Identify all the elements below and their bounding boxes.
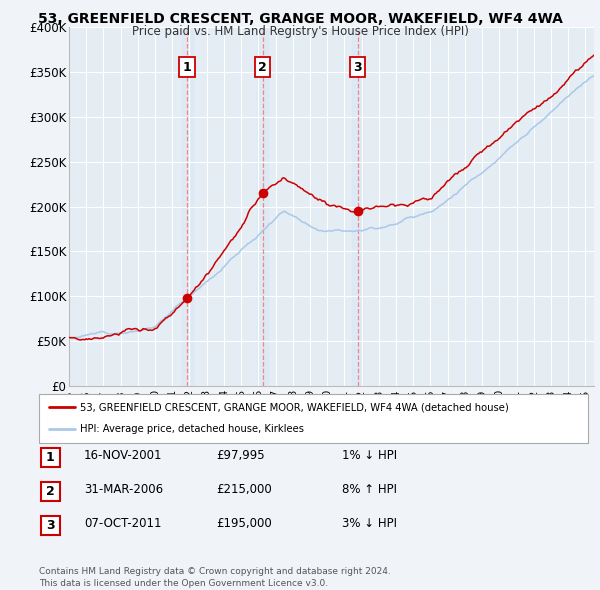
Text: 1: 1 [46,451,55,464]
Text: 53, GREENFIELD CRESCENT, GRANGE MOOR, WAKEFIELD, WF4 4WA (detached house): 53, GREENFIELD CRESCENT, GRANGE MOOR, WA… [80,402,509,412]
Text: 3: 3 [46,519,55,532]
Bar [352,27,363,386]
Text: 1% ↓ HPI: 1% ↓ HPI [342,449,397,462]
Text: 16-NOV-2001: 16-NOV-2001 [84,449,163,462]
Text: £195,000: £195,000 [216,517,272,530]
Text: £97,995: £97,995 [216,449,265,462]
FancyBboxPatch shape [41,516,60,535]
Text: 3: 3 [353,61,362,74]
Text: Contains HM Land Registry data © Crown copyright and database right 2024.
This d: Contains HM Land Registry data © Crown c… [39,567,391,588]
Text: 2: 2 [46,485,55,498]
Text: £215,000: £215,000 [216,483,272,496]
Text: 8% ↑ HPI: 8% ↑ HPI [342,483,397,496]
Text: 2: 2 [258,61,267,74]
FancyBboxPatch shape [41,448,60,467]
Text: 3% ↓ HPI: 3% ↓ HPI [342,517,397,530]
Text: 1: 1 [183,61,192,74]
Text: 53, GREENFIELD CRESCENT, GRANGE MOOR, WAKEFIELD, WF4 4WA: 53, GREENFIELD CRESCENT, GRANGE MOOR, WA… [38,12,562,26]
Bar [257,27,268,386]
Text: HPI: Average price, detached house, Kirklees: HPI: Average price, detached house, Kirk… [80,424,304,434]
Text: 07-OCT-2011: 07-OCT-2011 [84,517,161,530]
Text: Price paid vs. HM Land Registry's House Price Index (HPI): Price paid vs. HM Land Registry's House … [131,25,469,38]
Bar [182,27,193,386]
Text: 31-MAR-2006: 31-MAR-2006 [84,483,163,496]
FancyBboxPatch shape [41,482,60,501]
